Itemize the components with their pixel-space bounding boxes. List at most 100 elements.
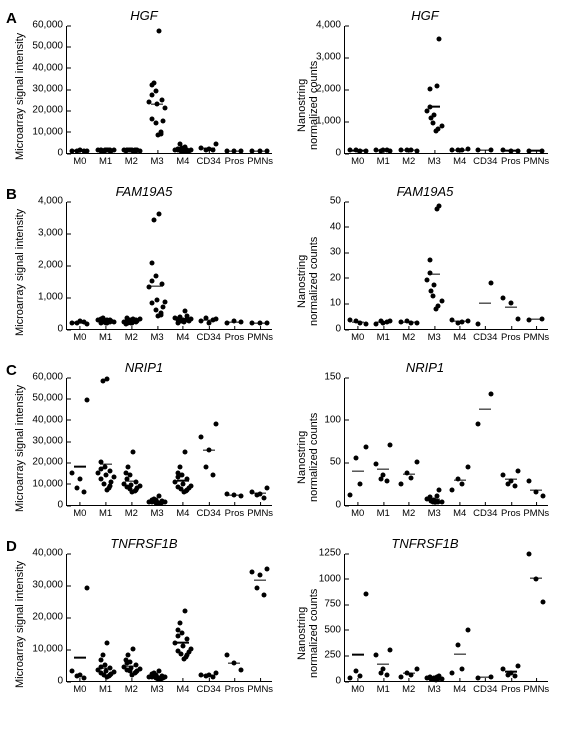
mean-bar [254,493,266,494]
x-tick: M3 [151,153,164,167]
mean-bar [479,303,491,304]
x-tick: M3 [151,505,164,519]
data-point [85,398,90,403]
x-tick: M1 [377,329,390,343]
mean-bar [352,150,364,151]
data-point [358,481,363,486]
mean-bar [377,150,389,151]
data-point [430,120,435,125]
mean-bar [479,677,491,678]
x-tick: M1 [377,505,390,519]
x-tick: M4 [176,153,189,167]
x-tick: PMNs [523,153,549,167]
x-tick: M2 [402,505,415,519]
data-point [515,663,520,668]
x-tick: M3 [151,329,164,343]
data-point [95,471,100,476]
x-tick: M3 [428,329,441,343]
data-point [465,147,470,152]
mean-bar [151,104,163,105]
mean-bar [403,150,415,151]
figure: AHGF010,00020,00030,00040,00050,00060,00… [0,0,566,720]
data-point [353,668,358,673]
data-point [363,591,368,596]
data-point [150,82,155,87]
mean-bar [203,450,215,451]
x-tick: M0 [73,329,86,343]
data-point [348,675,353,680]
data-point [436,37,441,42]
data-point [475,421,480,426]
data-point [126,464,131,469]
mean-bar [352,321,364,322]
mean-bar [505,306,517,307]
mean-bar [203,148,215,149]
x-tick: M4 [453,505,466,519]
mean-bar [125,665,137,666]
data-point [388,443,393,448]
data-point [85,586,90,591]
left-chart: NRIP1010,00020,00030,00040,00050,00060,0… [4,360,284,530]
data-point [373,653,378,658]
x-tick: PMNs [523,681,549,695]
x-tick: M1 [99,153,112,167]
x-tick: Pros [501,681,521,695]
data-point [265,485,270,490]
data-point [182,449,187,454]
x-tick: M3 [428,505,441,519]
data-point [108,468,113,473]
panel-row: AHGF010,00020,00030,00040,00050,00060,00… [4,8,562,178]
data-point [153,307,158,312]
plot-area: 010,00020,00030,00040,00050,00060,000M0M… [66,26,272,154]
mean-bar [74,657,86,658]
left-chart: FAM19A501,0002,0003,0004,000M0M1M2M3M4CD… [4,184,284,354]
data-point [77,477,82,482]
mean-bar [100,320,112,321]
x-tick: M0 [351,153,364,167]
data-point [203,464,208,469]
data-point [177,621,182,626]
x-tick: M0 [351,329,364,343]
x-tick: Pros [225,329,245,343]
data-point [150,261,155,266]
mean-bar [177,480,189,481]
data-point [388,648,393,653]
data-point [455,643,460,648]
y-axis-label: Nanostringnormalized counts [296,61,320,150]
x-tick: Pros [501,153,521,167]
data-point [460,481,465,486]
data-point [213,421,218,426]
mean-bar [203,320,215,321]
data-point [180,481,185,486]
mean-bar [428,106,440,107]
mean-bar [403,322,415,323]
data-point [358,673,363,678]
data-point [506,481,511,486]
data-point [385,672,390,677]
x-tick: M1 [99,505,112,519]
data-point [432,283,437,288]
data-point [105,377,110,382]
x-tick: PMNs [247,153,273,167]
data-point [436,487,441,492]
mean-bar [352,470,364,471]
mean-bar [151,501,163,502]
data-point [103,473,108,478]
data-point [378,670,383,675]
mean-bar [125,481,137,482]
data-point [488,280,493,285]
data-point [239,667,244,672]
data-point [433,128,438,133]
x-tick: Pros [501,505,521,519]
x-tick: M0 [73,505,86,519]
y-tick: 50 [295,196,345,207]
x-tick: M4 [176,329,189,343]
mean-bar [454,149,466,150]
plot-area: 025050075010001250M0M1M2M3M4CD34ProsPMNs [344,554,548,682]
data-point [130,490,135,495]
mean-bar [254,150,266,151]
data-point [131,647,136,652]
data-point [156,314,161,319]
data-point [435,206,440,211]
mean-bar [403,473,415,474]
